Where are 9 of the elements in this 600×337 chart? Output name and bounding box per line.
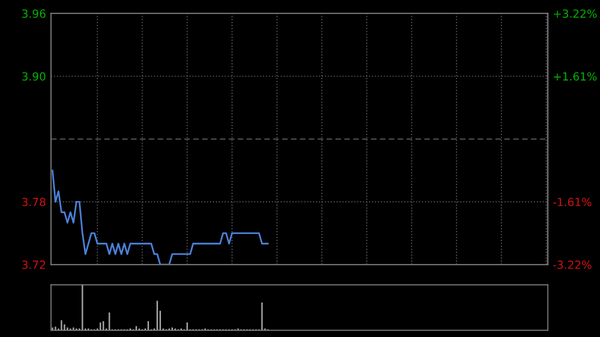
y-tick-label: 3.96	[22, 9, 46, 18]
y2-tick-label: +3.22%	[554, 9, 597, 18]
line-series	[52, 170, 269, 265]
y-tick-label: 3.90	[22, 72, 46, 81]
y2-tick-label: +1.61%	[554, 72, 597, 81]
y2-tick-label: -3.22%	[553, 260, 592, 269]
y-tick-label: 3.72	[22, 260, 46, 269]
y2-tick-label: -1.61%	[553, 198, 592, 206]
y-tick-label: 3.78	[22, 198, 46, 206]
